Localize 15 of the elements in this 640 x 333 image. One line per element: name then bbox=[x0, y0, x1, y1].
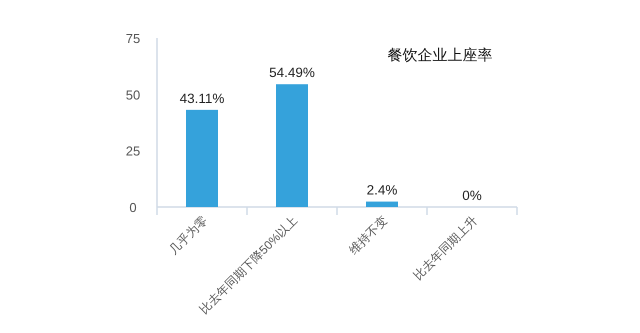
data-label: 0% bbox=[462, 188, 482, 203]
text: 餐饮企业上座率 bbox=[388, 47, 492, 64]
bar bbox=[366, 202, 398, 207]
bar bbox=[276, 84, 308, 207]
y-tick-label: 0 bbox=[129, 200, 137, 215]
data-label: 54.49% bbox=[269, 65, 315, 80]
y-tick-label: 50 bbox=[126, 87, 140, 102]
y-tick-label: 25 bbox=[126, 144, 140, 159]
bar bbox=[186, 110, 218, 207]
data-label: 43.11% bbox=[180, 90, 224, 106]
data-label: 2.4% bbox=[366, 182, 398, 198]
x-tick-label: 几乎为零 bbox=[166, 213, 210, 258]
x-tick-label: 比去年同期上升 bbox=[410, 213, 480, 283]
y-tick-label: 75 bbox=[126, 31, 140, 46]
x-tick-label: 维持不变 bbox=[346, 213, 390, 258]
